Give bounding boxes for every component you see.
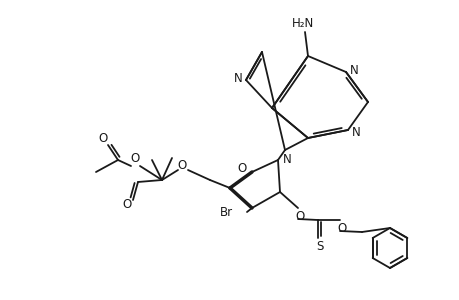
Text: O: O bbox=[237, 161, 246, 175]
Text: O: O bbox=[122, 199, 131, 212]
Text: O: O bbox=[130, 152, 140, 164]
Text: O: O bbox=[336, 221, 346, 235]
Text: H₂N: H₂N bbox=[291, 16, 313, 29]
Text: S: S bbox=[316, 239, 323, 253]
Text: N: N bbox=[351, 125, 359, 139]
Text: O: O bbox=[295, 209, 304, 223]
Text: O: O bbox=[177, 158, 186, 172]
Text: Br: Br bbox=[219, 206, 233, 220]
Text: O: O bbox=[98, 131, 107, 145]
Text: N: N bbox=[349, 64, 358, 76]
Text: N: N bbox=[282, 152, 291, 166]
Text: N: N bbox=[233, 71, 242, 85]
